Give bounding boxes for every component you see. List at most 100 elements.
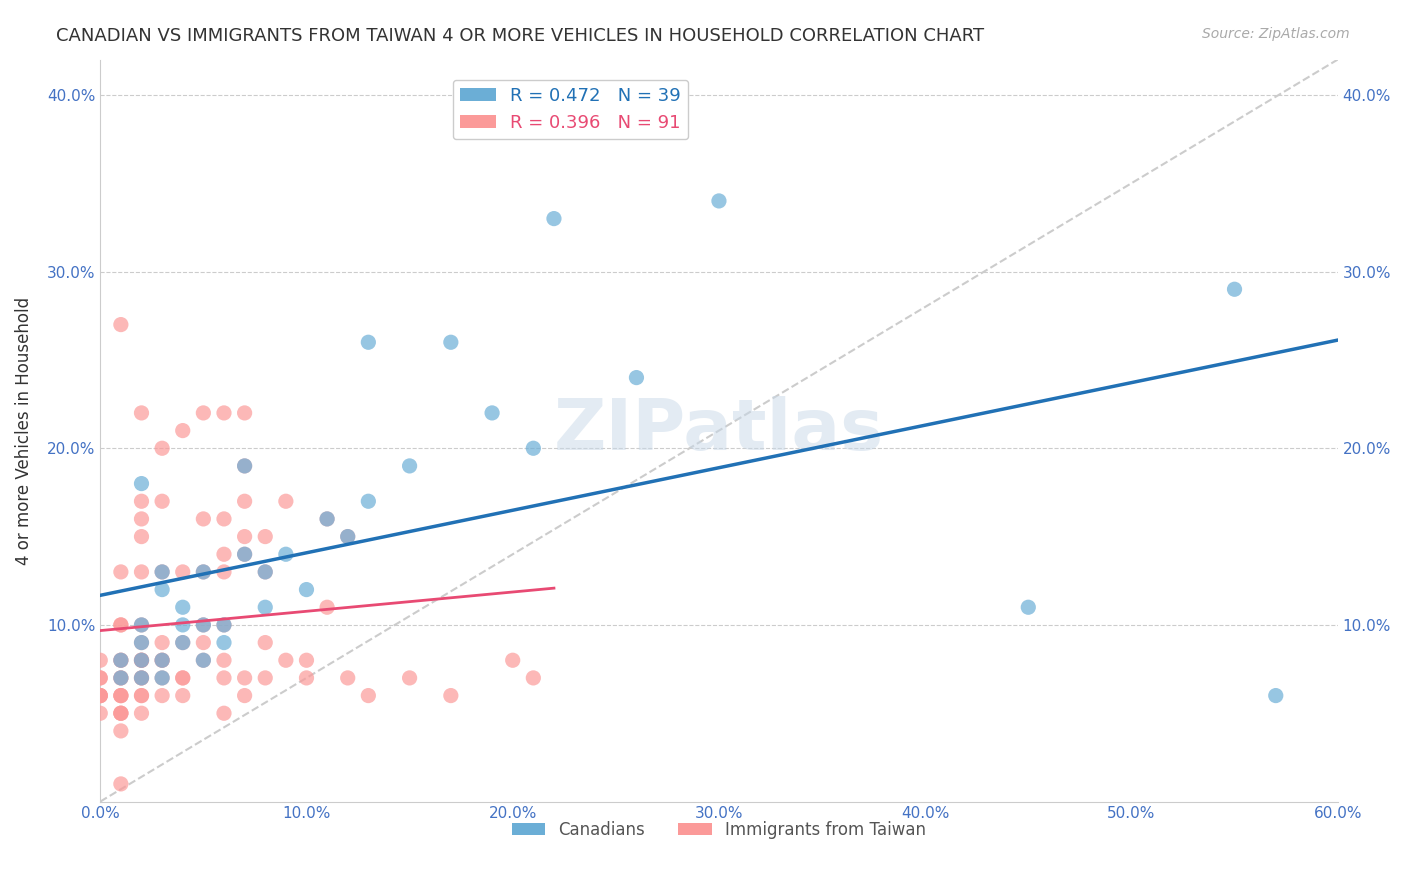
Point — [212, 512, 235, 526]
Point — [274, 547, 297, 561]
Point — [131, 494, 153, 508]
Point — [110, 689, 132, 703]
Point — [522, 671, 544, 685]
Point — [193, 618, 215, 632]
Point — [131, 671, 153, 685]
Point — [212, 671, 235, 685]
Point — [212, 653, 235, 667]
Point — [1017, 600, 1039, 615]
Point — [274, 494, 297, 508]
Point — [172, 565, 194, 579]
Point — [131, 530, 153, 544]
Point — [150, 653, 173, 667]
Point — [110, 723, 132, 738]
Point — [626, 370, 648, 384]
Point — [398, 671, 420, 685]
Point — [172, 618, 194, 632]
Point — [212, 706, 235, 721]
Point — [131, 671, 153, 685]
Point — [89, 689, 111, 703]
Point — [233, 406, 256, 420]
Point — [233, 547, 256, 561]
Point — [254, 671, 277, 685]
Point — [212, 547, 235, 561]
Point — [131, 653, 153, 667]
Point — [110, 689, 132, 703]
Point — [212, 565, 235, 579]
Point — [212, 635, 235, 649]
Point — [295, 671, 318, 685]
Point — [150, 671, 173, 685]
Point — [212, 618, 235, 632]
Point — [274, 653, 297, 667]
Point — [295, 582, 318, 597]
Point — [150, 653, 173, 667]
Point — [150, 494, 173, 508]
Point — [172, 600, 194, 615]
Point — [89, 689, 111, 703]
Point — [193, 618, 215, 632]
Point — [89, 671, 111, 685]
Point — [110, 653, 132, 667]
Point — [212, 618, 235, 632]
Point — [131, 512, 153, 526]
Point — [150, 565, 173, 579]
Point — [193, 565, 215, 579]
Text: ZIPatlas: ZIPatlas — [554, 396, 884, 465]
Point — [357, 689, 380, 703]
Point — [254, 635, 277, 649]
Point — [110, 671, 132, 685]
Point — [233, 458, 256, 473]
Point — [543, 211, 565, 226]
Point — [707, 194, 730, 208]
Point — [131, 689, 153, 703]
Point — [131, 618, 153, 632]
Point — [131, 565, 153, 579]
Point — [193, 653, 215, 667]
Point — [357, 335, 380, 350]
Point — [522, 442, 544, 456]
Point — [295, 653, 318, 667]
Point — [316, 600, 339, 615]
Point — [89, 653, 111, 667]
Point — [212, 406, 235, 420]
Point — [131, 689, 153, 703]
Y-axis label: 4 or more Vehicles in Household: 4 or more Vehicles in Household — [15, 296, 32, 565]
Point — [131, 618, 153, 632]
Point — [110, 653, 132, 667]
Point — [172, 635, 194, 649]
Point — [150, 653, 173, 667]
Point — [150, 582, 173, 597]
Point — [254, 565, 277, 579]
Point — [1223, 282, 1246, 296]
Point — [110, 706, 132, 721]
Point — [89, 689, 111, 703]
Point — [357, 494, 380, 508]
Point — [110, 618, 132, 632]
Point — [150, 689, 173, 703]
Point — [110, 653, 132, 667]
Point — [172, 424, 194, 438]
Point — [110, 618, 132, 632]
Point — [440, 689, 463, 703]
Point — [110, 671, 132, 685]
Point — [233, 458, 256, 473]
Point — [110, 671, 132, 685]
Point — [481, 406, 503, 420]
Point — [110, 706, 132, 721]
Point — [89, 671, 111, 685]
Point — [110, 689, 132, 703]
Point — [110, 565, 132, 579]
Text: CANADIAN VS IMMIGRANTS FROM TAIWAN 4 OR MORE VEHICLES IN HOUSEHOLD CORRELATION C: CANADIAN VS IMMIGRANTS FROM TAIWAN 4 OR … — [56, 27, 984, 45]
Point — [131, 706, 153, 721]
Point — [131, 406, 153, 420]
Point — [131, 653, 153, 667]
Point — [131, 653, 153, 667]
Point — [233, 547, 256, 561]
Point — [193, 653, 215, 667]
Point — [131, 635, 153, 649]
Point — [110, 706, 132, 721]
Point — [89, 689, 111, 703]
Text: Source: ZipAtlas.com: Source: ZipAtlas.com — [1202, 27, 1350, 41]
Point — [89, 706, 111, 721]
